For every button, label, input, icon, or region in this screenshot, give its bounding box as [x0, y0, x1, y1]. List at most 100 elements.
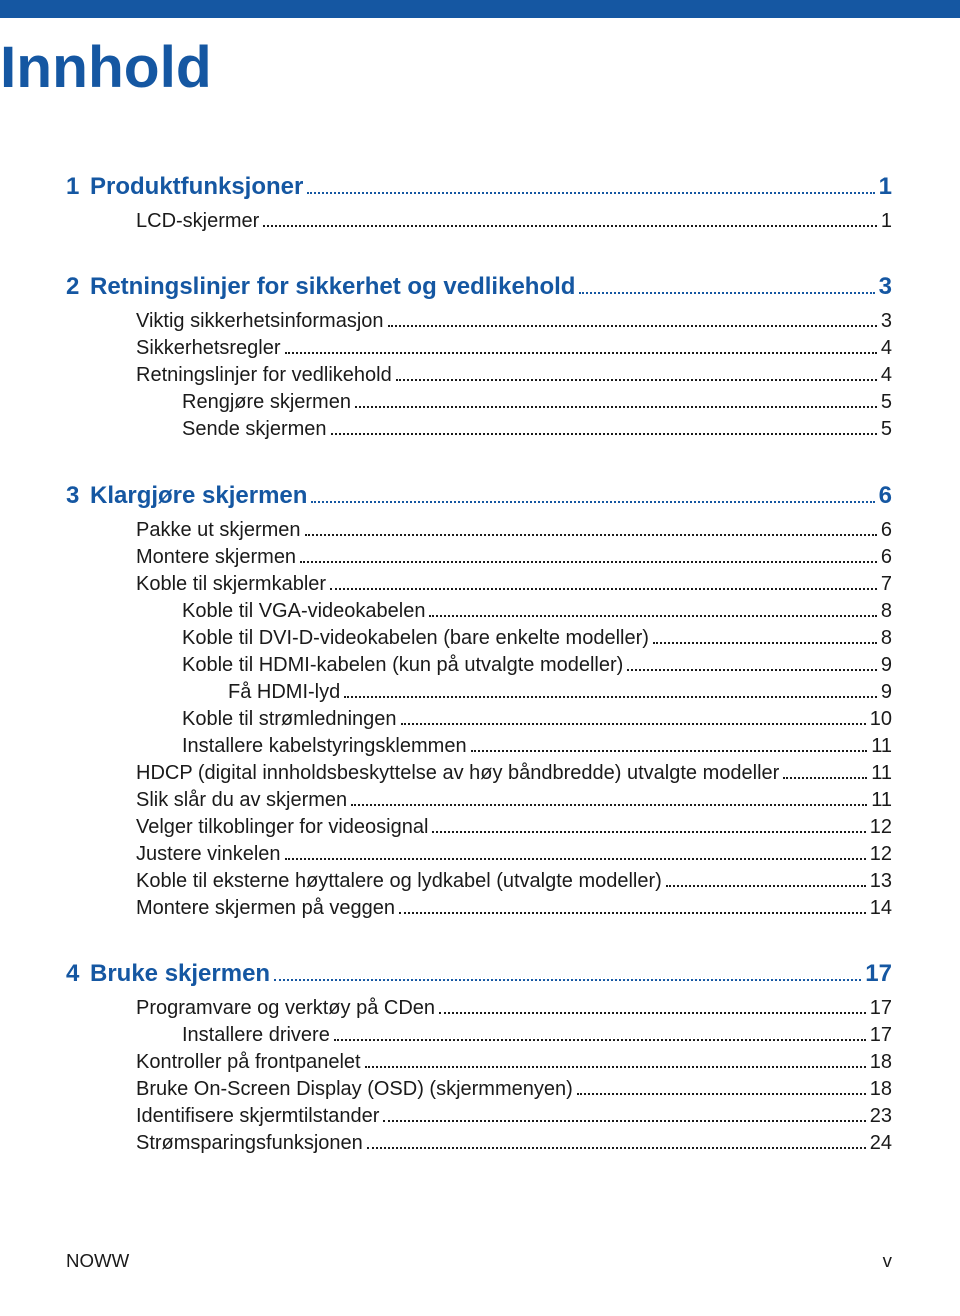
leader-dots: [344, 680, 877, 698]
leader-dots: [305, 518, 877, 536]
entry-page: 6: [881, 546, 892, 569]
chapter-title: Klargjøre skjermen: [90, 482, 307, 510]
entry-label: Viktig sikkerhetsinformasjon: [136, 310, 384, 333]
leader-dots: [383, 1104, 865, 1122]
entry-label: Sikkerhetsregler: [136, 337, 281, 360]
leader-dots: [300, 545, 877, 563]
entry-page: 4: [881, 364, 892, 387]
toc-entry[interactable]: Montere skjermen på veggen 14: [66, 896, 892, 920]
entry-label: Koble til HDMI-kabelen (kun på utvalgte …: [182, 654, 623, 677]
entry-page: 11: [871, 762, 892, 785]
leader-dots: [388, 309, 877, 327]
entry-label: Programvare og verktøy på CDen: [136, 997, 435, 1020]
entry-page: 6: [881, 519, 892, 542]
toc-entry[interactable]: Identifisere skjermtilstander 23: [66, 1104, 892, 1128]
toc-chapter-heading[interactable]: 2 Retningslinjer for sikkerhet og vedlik…: [66, 273, 892, 302]
toc-entry[interactable]: Installere drivere 17: [66, 1023, 892, 1047]
toc-entry[interactable]: Velger tilkoblinger for videosignal 12: [66, 815, 892, 839]
leader-dots: [666, 869, 866, 887]
toc-entry[interactable]: Koble til skjermkabler 7: [66, 572, 892, 596]
toc-entry[interactable]: Sende skjermen 5: [66, 417, 892, 441]
chapter-number: 2: [66, 273, 90, 301]
entry-label: Identifisere skjermtilstander: [136, 1105, 379, 1128]
entry-page: 12: [870, 816, 892, 839]
leader-dots: [783, 761, 867, 779]
toc-chapter-heading[interactable]: 3 Klargjøre skjermen 6: [66, 481, 892, 510]
entry-page: 1: [881, 210, 892, 233]
entry-label: Rengjøre skjermen: [182, 391, 351, 414]
leader-dots: [331, 417, 877, 435]
leader-dots: [274, 960, 861, 982]
leader-dots: [432, 815, 865, 833]
page: Innhold 1 Produktfunksjoner 1LCD-skjerme…: [0, 0, 960, 1316]
toc-entry[interactable]: Kontroller på frontpanelet 18: [66, 1050, 892, 1074]
leader-dots: [401, 707, 866, 725]
toc-entry[interactable]: Rengjøre skjermen 5: [66, 390, 892, 414]
toc-entry[interactable]: HDCP (digital innholdsbeskyttelse av høy…: [66, 761, 892, 785]
toc-entry[interactable]: Bruke On-Screen Display (OSD) (skjermmen…: [66, 1077, 892, 1101]
toc-entry[interactable]: Sikkerhetsregler 4: [66, 336, 892, 360]
entry-page: 3: [881, 310, 892, 333]
toc-entry[interactable]: Koble til DVI-D-videokabelen (bare enkel…: [66, 626, 892, 650]
entry-page: 24: [870, 1132, 892, 1155]
entry-label: Montere skjermen: [136, 546, 296, 569]
entry-page: 11: [871, 789, 892, 812]
toc-entry[interactable]: Slik slår du av skjermen 11: [66, 788, 892, 812]
toc-entry[interactable]: Retningslinjer for vedlikehold 4: [66, 363, 892, 387]
entry-page: 9: [881, 654, 892, 677]
entry-label: Installere drivere: [182, 1024, 330, 1047]
chapter-page: 6: [879, 482, 892, 510]
toc-entry[interactable]: Koble til HDMI-kabelen (kun på utvalgte …: [66, 653, 892, 677]
entry-page: 13: [870, 870, 892, 893]
toc-entry[interactable]: Justere vinkelen 12: [66, 842, 892, 866]
leader-dots: [396, 363, 877, 381]
entry-label: Strømsparingsfunksjonen: [136, 1132, 363, 1155]
leader-dots: [365, 1050, 866, 1068]
entry-label: Koble til strømledningen: [182, 708, 397, 731]
toc-entry[interactable]: Koble til eksterne høyttalere og lydkabe…: [66, 869, 892, 893]
entry-page: 17: [870, 997, 892, 1020]
toc-entry[interactable]: Pakke ut skjermen 6: [66, 518, 892, 542]
leader-dots: [334, 1023, 866, 1041]
entry-page: 5: [881, 391, 892, 414]
chapter-number: 1: [66, 173, 90, 201]
toc-entry[interactable]: Installere kabelstyringsklemmen 11: [66, 734, 892, 758]
toc-entry[interactable]: Montere skjermen 6: [66, 545, 892, 569]
entry-label: Kontroller på frontpanelet: [136, 1051, 361, 1074]
page-footer: NOWW v: [66, 1250, 892, 1272]
leader-dots: [627, 653, 877, 671]
entry-page: 7: [881, 573, 892, 596]
chapter-number: 3: [66, 482, 90, 510]
entry-page: 10: [870, 708, 892, 731]
toc-entry[interactable]: Få HDMI-lyd 9: [66, 680, 892, 704]
toc-chapter-heading[interactable]: 1 Produktfunksjoner 1: [66, 172, 892, 201]
toc-entry[interactable]: Viktig sikkerhetsinformasjon 3: [66, 309, 892, 333]
leader-dots: [311, 481, 874, 503]
toc-entry[interactable]: LCD-skjermer 1: [66, 209, 892, 233]
toc-chapter-heading[interactable]: 4 Bruke skjermen 17: [66, 960, 892, 989]
toc-entry[interactable]: Strømsparingsfunksjonen 24: [66, 1131, 892, 1155]
chapter-page: 17: [865, 960, 892, 988]
toc-chapter: 2 Retningslinjer for sikkerhet og vedlik…: [66, 273, 892, 442]
entry-label: Bruke On-Screen Display (OSD) (skjermmen…: [136, 1078, 573, 1101]
entry-label: Koble til VGA-videokabelen: [182, 600, 425, 623]
leader-dots: [579, 273, 874, 295]
toc-entry[interactable]: Programvare og verktøy på CDen 17: [66, 996, 892, 1020]
chapter-title: Retningslinjer for sikkerhet og vedlikeh…: [90, 273, 575, 301]
chapter-page: 1: [879, 173, 892, 201]
entry-label: LCD-skjermer: [136, 210, 259, 233]
page-title: Innhold: [0, 34, 212, 101]
toc-entry[interactable]: Koble til VGA-videokabelen 8: [66, 599, 892, 623]
footer-left: NOWW: [66, 1250, 129, 1272]
entry-page: 8: [881, 600, 892, 623]
toc-entry[interactable]: Koble til strømledningen 10: [66, 707, 892, 731]
chapter-title: Produktfunksjoner: [90, 173, 303, 201]
leader-dots: [577, 1077, 866, 1095]
toc-chapter: 4 Bruke skjermen 17 Programvare og verktø…: [66, 960, 892, 1156]
leader-dots: [471, 734, 868, 752]
entry-page: 4: [881, 337, 892, 360]
entry-label: Pakke ut skjermen: [136, 519, 301, 542]
leader-dots: [351, 788, 867, 806]
entry-label: Montere skjermen på veggen: [136, 897, 395, 920]
leader-dots: [439, 996, 866, 1014]
